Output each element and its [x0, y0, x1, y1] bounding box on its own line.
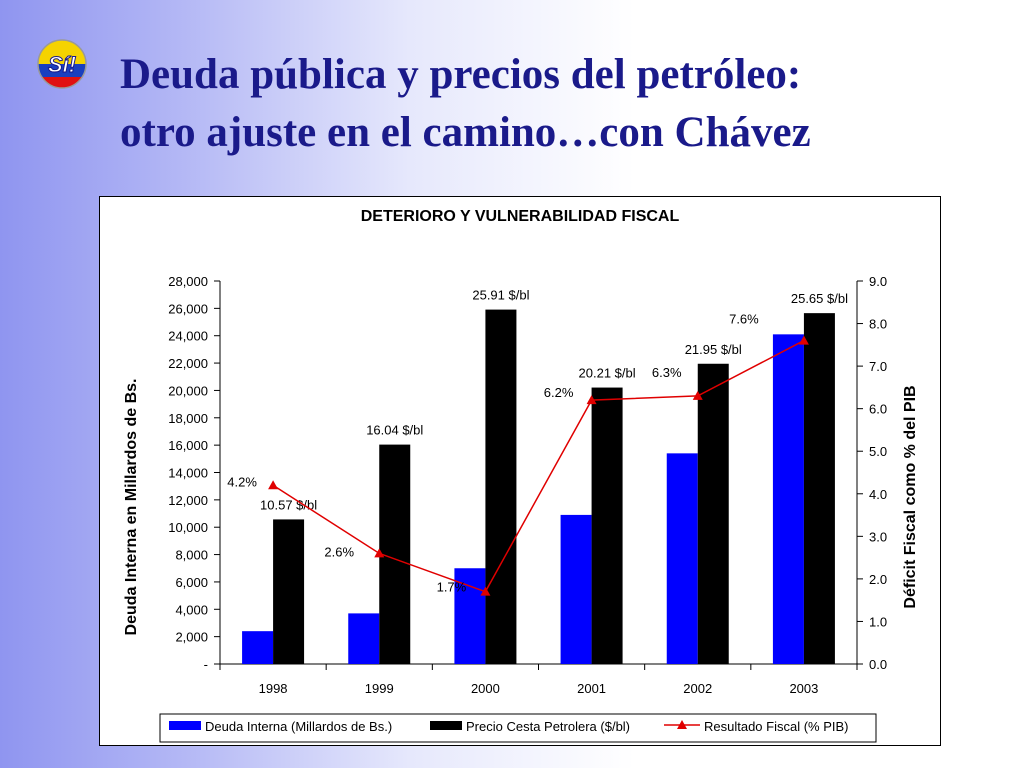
y2-tick-label: 6.0 — [869, 402, 887, 417]
bar-deuda-2003 — [772, 334, 804, 664]
legend-swatch — [169, 721, 201, 730]
bar-deuda-1998 — [242, 631, 274, 664]
precio-data-label: 25.65 $/bl — [791, 291, 848, 306]
y2-tick-label: 9.0 — [869, 274, 887, 289]
si-logo: Sí! — [37, 39, 87, 89]
bar-precio-2000 — [485, 309, 517, 664]
y-tick-label: 16,000 — [168, 438, 208, 453]
y2-tick-label: 4.0 — [869, 487, 887, 502]
resultado-point-2002 — [692, 390, 703, 400]
legend-item-1: Deuda Interna (Millardos de Bs.) — [169, 719, 392, 734]
title-line-2: otro ajuste en el camino…con Chávez — [120, 109, 811, 156]
precio-data-label: 21.95 $/bl — [685, 342, 742, 357]
bar-deuda-2000 — [454, 568, 486, 664]
y2-axis-label: Déficit Fiscal como % del PIB — [902, 385, 919, 608]
resultado-data-label: 6.2% — [544, 385, 574, 400]
y-tick-label: 18,000 — [168, 411, 208, 426]
y-tick-label: 24,000 — [168, 329, 208, 344]
y2-tick-label: 5.0 — [869, 444, 887, 459]
bar-precio-1999 — [379, 444, 411, 664]
fiscal-chart: DETERIORO Y VULNERABILIDAD FISCAL Deuda … — [123, 208, 919, 743]
chart-legend: Deuda Interna (Millardos de Bs.) Precio C… — [159, 713, 877, 743]
bar-deuda-1999 — [348, 613, 380, 664]
y-tick-label: 26,000 — [168, 301, 208, 316]
legend-label: Precio Cesta Petrolera ($/bl) — [466, 719, 630, 734]
bar-precio-2002 — [697, 363, 729, 664]
y-tick-label: - — [204, 657, 208, 672]
x-tick-label: 1999 — [365, 681, 394, 696]
resultado-point-1999 — [374, 548, 385, 558]
bar-precio-2003 — [803, 313, 835, 664]
y-tick-label: 12,000 — [168, 493, 208, 508]
y-axis-label: Deuda Interna en Millardos de Bs. — [123, 379, 140, 636]
y-tick-label: 2,000 — [175, 630, 208, 645]
plot-area: - 2,000 4,000 6,000 8,000 10,000 12,000 14,000 1… — [168, 274, 887, 696]
y-tick-label: 22,000 — [168, 356, 208, 371]
resultado-line — [272, 339, 805, 593]
legend-item-2: Precio Cesta Petrolera ($/bl) — [430, 719, 630, 734]
y-tick-label: 10,000 — [168, 520, 208, 535]
bar-deuda-2002 — [666, 453, 698, 664]
resultado-data-label: 6.3% — [652, 365, 682, 380]
resultado-data-label: 1.7% — [437, 580, 467, 595]
legend-swatch — [430, 721, 462, 730]
legend-label: Resultado Fiscal (% PIB) — [704, 719, 849, 734]
y2-tick-label: 2.0 — [869, 572, 887, 587]
y2-tick-label: 3.0 — [869, 529, 887, 544]
resultado-point-2003 — [798, 335, 809, 345]
y-tick-label: 6,000 — [175, 575, 208, 590]
y2-tick-label: 7.0 — [869, 359, 887, 374]
y2-tick-label: 0.0 — [869, 657, 887, 672]
resultado-data-label: 4.2% — [227, 474, 257, 489]
y-tick-label: 4,000 — [175, 602, 208, 617]
resultado-point-2001 — [586, 395, 597, 405]
chart-panel: DETERIORO Y VULNERABILIDAD FISCAL Deuda … — [99, 196, 941, 746]
precio-data-label: 25.91 $/bl — [472, 288, 529, 303]
resultado-data-label: 2.6% — [324, 544, 354, 559]
legend-frame — [159, 713, 877, 743]
bar-precio-1998 — [273, 519, 305, 664]
x-tick-label: 2002 — [683, 681, 712, 696]
title-line-1: Deuda pública y precios del petróleo: — [120, 51, 802, 98]
y-tick-label: 14,000 — [168, 466, 208, 481]
resultado-data-label: 7.6% — [729, 312, 759, 327]
y2-tick-label: 1.0 — [869, 614, 887, 629]
svg-text:Sí!: Sí! — [48, 52, 76, 77]
chart-title: DETERIORO Y VULNERABILIDAD FISCAL — [361, 208, 680, 225]
x-tick-label: 2003 — [789, 681, 818, 696]
y-tick-label: 20,000 — [168, 383, 208, 398]
x-tick-label: 2001 — [577, 681, 606, 696]
legend-marker — [677, 720, 687, 729]
legend-item-3: Resultado Fiscal (% PIB) — [664, 719, 849, 734]
y-tick-label: 8,000 — [175, 548, 208, 563]
y2-tick-label: 8.0 — [869, 317, 887, 332]
bar-precio-2001 — [591, 387, 623, 664]
precio-data-label: 10.57 $/bl — [260, 497, 317, 512]
bar-deuda-2001 — [560, 514, 592, 664]
resultado-point-2000 — [480, 586, 491, 596]
legend-label: Deuda Interna (Millardos de Bs.) — [205, 719, 392, 734]
resultado-point-1998 — [268, 480, 279, 490]
x-tick-label: 1998 — [259, 681, 288, 696]
y-tick-label: 28,000 — [168, 274, 208, 289]
precio-data-label: 20.21 $/bl — [579, 366, 636, 381]
page-title: Deuda pública y precios del petróleo: ot… — [120, 46, 1010, 162]
x-tick-label: 2000 — [471, 681, 500, 696]
precio-data-label: 16.04 $/bl — [366, 423, 423, 438]
